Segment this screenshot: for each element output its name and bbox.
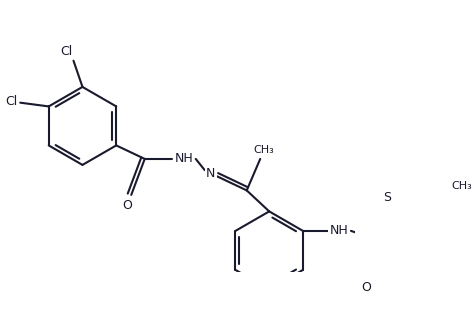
Text: NH: NH — [174, 152, 193, 166]
Text: CH₃: CH₃ — [452, 181, 472, 191]
Text: O: O — [361, 281, 371, 295]
Text: Cl: Cl — [60, 45, 72, 58]
Text: S: S — [383, 191, 391, 204]
Text: NH: NH — [329, 225, 348, 237]
Text: Cl: Cl — [5, 95, 18, 108]
Text: O: O — [123, 199, 132, 212]
Text: CH₃: CH₃ — [254, 145, 274, 155]
Text: N: N — [206, 168, 215, 180]
